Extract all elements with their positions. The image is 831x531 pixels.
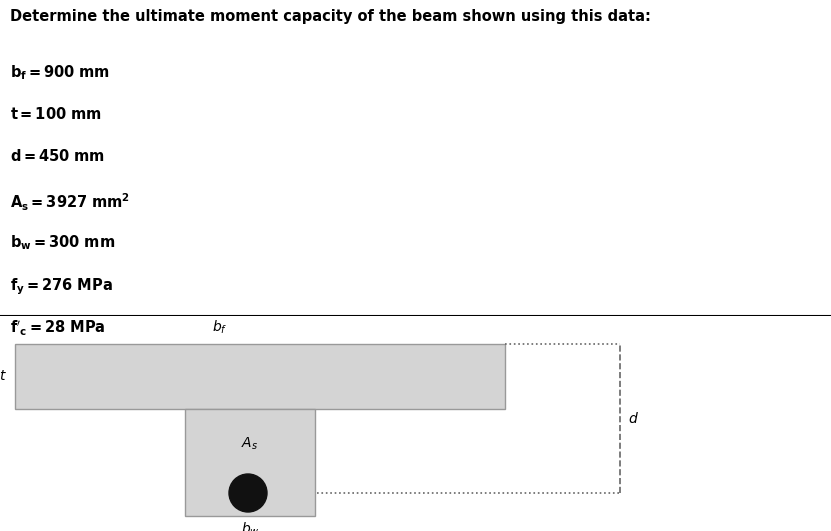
- Text: $\mathbf{b_w}$$\mathbf{ = 300\ mm}$: $\mathbf{b_w}$$\mathbf{ = 300\ mm}$: [10, 234, 116, 253]
- Text: Determine the ultimate moment capacity of the beam shown using this data:: Determine the ultimate moment capacity o…: [10, 10, 651, 24]
- Text: $\mathbf{A_s}$$\mathbf{ = 3927\ mm^2}$: $\mathbf{A_s}$$\mathbf{ = 3927\ mm^2}$: [10, 191, 130, 212]
- Text: $b_f$: $b_f$: [212, 319, 228, 336]
- Text: $t$: $t$: [0, 370, 7, 383]
- Text: $\mathbf{f_y}$$\mathbf{ =276\ MPa}$: $\mathbf{f_y}$$\mathbf{ =276\ MPa}$: [10, 277, 113, 297]
- Bar: [15, 344, 505, 409]
- Text: $\mathbf{d = 450\ mm}$: $\mathbf{d = 450\ mm}$: [10, 149, 105, 165]
- Text: $b_w$: $b_w$: [241, 521, 259, 531]
- Text: $\mathbf{t = 100\ mm}$: $\mathbf{t = 100\ mm}$: [10, 106, 101, 122]
- Text: $d$: $d$: [628, 411, 639, 426]
- Bar: [185, 409, 315, 516]
- Text: $A_s$: $A_s$: [242, 435, 258, 452]
- Text: $\mathbf{f'_c}$$\mathbf{ = 28\ MPa}$: $\mathbf{f'_c}$$\mathbf{ = 28\ MPa}$: [10, 319, 106, 338]
- Circle shape: [229, 474, 267, 512]
- Text: $\mathbf{b_f}$$\mathbf{ = 900\ mm}$: $\mathbf{b_f}$$\mathbf{ = 900\ mm}$: [10, 63, 110, 82]
